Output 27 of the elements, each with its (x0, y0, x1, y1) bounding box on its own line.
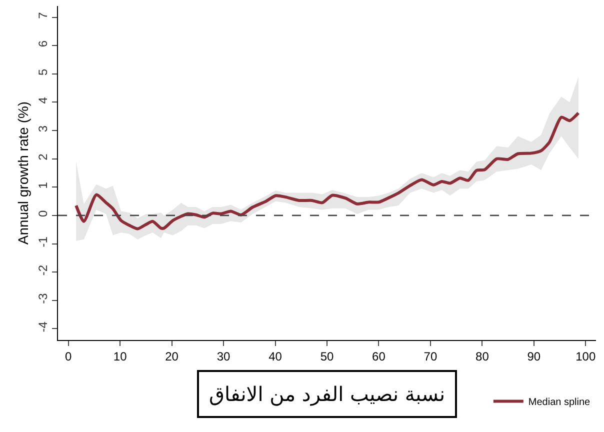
x-tick-label: 70 (424, 349, 438, 364)
y-tick-label: -4 (36, 321, 50, 332)
y-tick-label: 5 (36, 68, 50, 76)
x-tick-label: 30 (216, 349, 231, 364)
y-tick-label: 4 (36, 96, 50, 104)
x-tick-label: 100 (576, 349, 596, 364)
x-tick-label: 50 (320, 349, 334, 364)
y-tick-label: 6 (36, 40, 50, 48)
y-tick-label: 7 (36, 12, 50, 19)
x-tick-label: 20 (165, 349, 179, 364)
y-tick-label: 0 (36, 210, 50, 218)
x-tick-label: 60 (372, 349, 386, 364)
line-series (74, 111, 580, 230)
x-tick-label: 40 (268, 349, 282, 364)
y-tick-label: -2 (36, 264, 50, 276)
x-tick-label: 80 (476, 349, 490, 364)
y-tick-label: 3 (36, 125, 50, 132)
y-tick-label: 1 (36, 182, 50, 189)
y-tick-label: 2 (36, 153, 50, 160)
legend-label: Median spline (528, 397, 591, 408)
y-axis-title: Annual growth rate (%) (14, 101, 31, 245)
x-tick-label: 90 (527, 349, 541, 364)
y-tick-label: -1 (36, 236, 50, 248)
y-tick-label: -3 (36, 292, 50, 304)
x-axis-title: نسبة نصيب الفرد من الانفاق (209, 382, 446, 406)
x-tick-label: 0 (65, 349, 72, 364)
x-tick-label: 10 (113, 349, 128, 364)
